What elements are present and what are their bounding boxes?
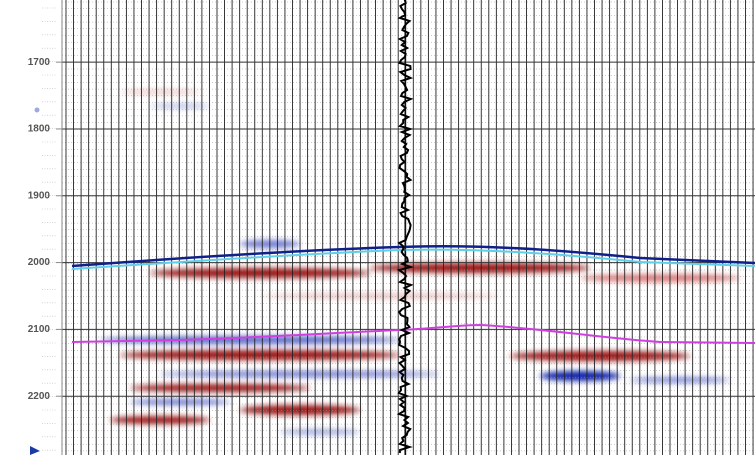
amplitude [120, 350, 400, 360]
horizons [71, 244, 755, 344]
y-tick-label: 2000 [28, 257, 51, 268]
amplitude [540, 371, 620, 381]
grid [62, 0, 755, 455]
amplitude [100, 336, 400, 344]
amplitude [150, 103, 210, 109]
y-tick-label: 1900 [28, 190, 51, 201]
amplitude [110, 416, 210, 424]
y-tick-label: 1700 [28, 57, 51, 68]
amplitude-field [100, 89, 740, 435]
amplitude [130, 384, 310, 392]
horizon [71, 244, 755, 268]
amplitude [260, 293, 500, 299]
well-log [396, 0, 414, 454]
marker [34, 107, 40, 113]
marker [30, 446, 40, 455]
y-tick-label: 2200 [28, 391, 51, 402]
horizon [71, 323, 755, 344]
amplitude [130, 399, 230, 405]
amplitude [280, 429, 360, 435]
amplitude [510, 351, 690, 361]
y-tick-label: 1800 [28, 124, 51, 135]
horizon [71, 248, 755, 270]
amplitude [580, 274, 740, 282]
y-tick-label: 2100 [28, 324, 51, 335]
amplitude [120, 89, 200, 95]
amplitude [370, 263, 590, 273]
